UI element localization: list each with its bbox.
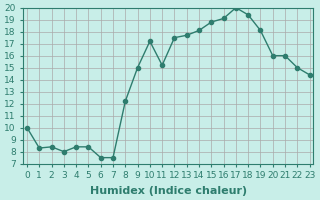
X-axis label: Humidex (Indice chaleur): Humidex (Indice chaleur) bbox=[90, 186, 247, 196]
